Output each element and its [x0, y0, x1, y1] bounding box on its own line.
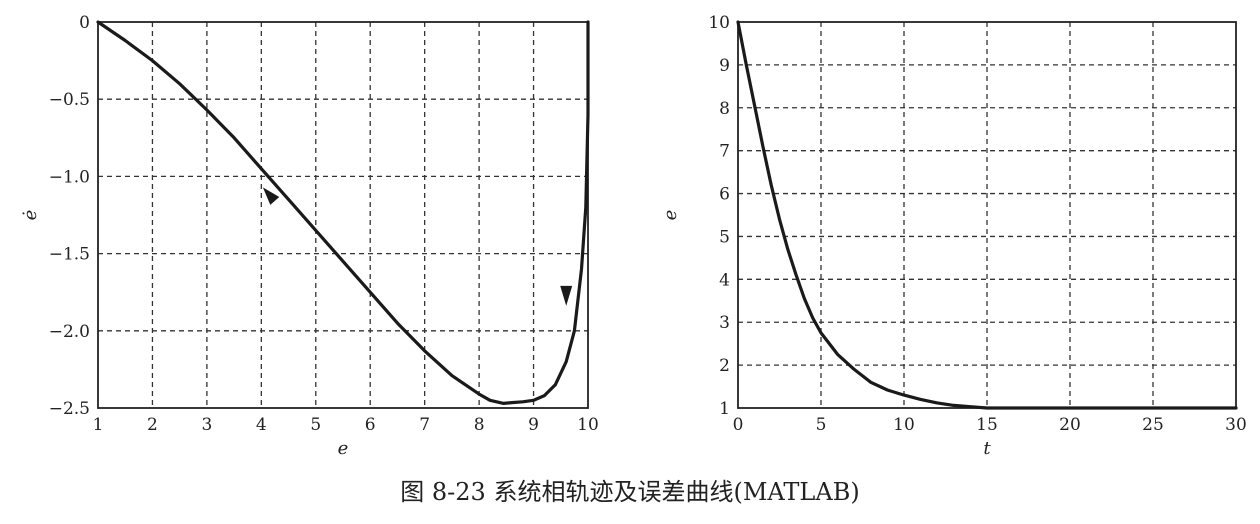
x-tick-label: 3	[201, 415, 212, 435]
x-tick-label: 9	[528, 415, 539, 435]
series-line	[96, 20, 590, 405]
x-tick-label: 4	[256, 415, 267, 435]
y-axis-label: ė	[20, 210, 41, 221]
x-tick-label: 0	[733, 415, 744, 435]
y-tick-label: 5	[719, 227, 730, 247]
y-tick-label: 8	[719, 99, 730, 119]
plot-frame	[97, 21, 589, 409]
x-tick-label: 20	[1059, 415, 1081, 435]
x-tick-label: 25	[1142, 415, 1164, 435]
series-line	[736, 20, 1238, 410]
phase-trajectory-plot: 1 2 3 4 5 6 7 8 9 10 0 −0.5 −1.0 −1.5 −2.0 −2.5 e ė	[20, 13, 599, 459]
y-tick-label: −2.0	[49, 322, 90, 342]
x-tick-label: 10	[577, 415, 599, 435]
x-tick-label: 8	[474, 415, 485, 435]
y-tick-label: 0	[79, 13, 90, 33]
y-tick-label: 3	[719, 313, 730, 333]
x-tick-label: 7	[419, 415, 430, 435]
y-tick-label: −2.5	[49, 399, 90, 419]
direction-arrow	[560, 285, 573, 306]
direction-arrow	[262, 187, 280, 205]
x-axis-label: t	[983, 438, 991, 459]
y-tick-label: 9	[719, 56, 730, 76]
x-tick-label: 30	[1225, 415, 1247, 435]
x-tick-label: 15	[976, 415, 998, 435]
y-axis-label: e	[660, 210, 681, 221]
x-tick-label: 1	[93, 415, 104, 435]
y-tick-label: −1.0	[49, 167, 90, 187]
y-tick-label: 4	[719, 270, 730, 290]
y-tick-label: −0.5	[49, 90, 90, 110]
x-tick-label: 5	[310, 415, 321, 435]
y-tick-label: 1	[719, 399, 730, 419]
y-tick-label: 2	[719, 356, 730, 376]
x-tick-label: 5	[816, 415, 827, 435]
x-tick-label: 2	[147, 415, 158, 435]
x-axis-label: e	[338, 438, 349, 459]
y-tick-label: 7	[719, 142, 730, 162]
figure-caption: 图 8-23 系统相轨迹及误差曲线(MATLAB)	[400, 478, 859, 506]
x-tick-label: 6	[365, 415, 376, 435]
y-tick-label: 10	[708, 13, 730, 33]
error-curve-plot: 0 5 10 15 20 25 30 1 2 3 4 5 6 7 8 9 10 t e	[660, 13, 1247, 459]
y-tick-label: −1.5	[49, 245, 90, 265]
y-tick-label: 6	[719, 185, 730, 205]
x-tick-label: 10	[893, 415, 915, 435]
